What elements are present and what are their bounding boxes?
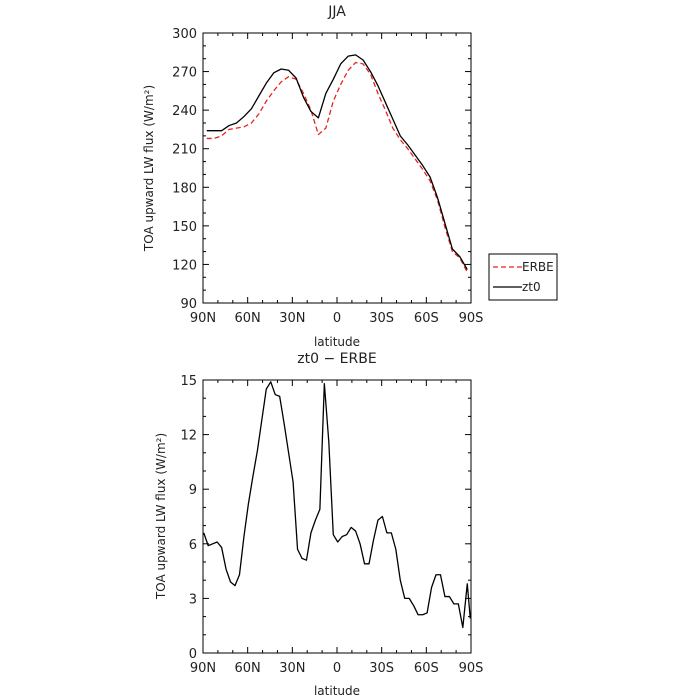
bottom-x-tick-label: 0 (333, 661, 341, 676)
bottom-panel: zt0 − ERBE 90N 60N 30N 0 30S 60S 90S 0 3 6 9 12 15 l… (154, 351, 483, 698)
top-x-tick-label: 30N (279, 311, 305, 326)
bottom-x-axis-label: latitude (314, 684, 360, 698)
legend-label-erbe: ERBE (522, 260, 554, 274)
top-plot-frame (202, 32, 472, 304)
top-y-tick-label: 300 (172, 27, 197, 42)
bottom-y-tick-label: 6 (189, 538, 197, 553)
bottom-axis-ticks: 90N 60N 30N 0 30S 60S 90S 0 3 6 9 12 15 (180, 374, 483, 676)
bottom-y-tick-label: 15 (180, 374, 197, 389)
top-title: JJA (327, 4, 346, 20)
bottom-y-tick-label: 12 (180, 429, 197, 444)
top-series-line-zt0 (206, 54, 468, 270)
top-panel: JJA 90N 60N 30N 0 30S 60S 90S 90 120 150 180 210 240… (142, 4, 558, 349)
top-y-tick-label: 210 (172, 143, 197, 158)
bottom-x-tick-label: 30N (279, 661, 305, 676)
top-y-tick-label: 150 (172, 220, 197, 235)
top-x-tick-label: 90S (459, 311, 484, 326)
bottom-plot-frame (202, 379, 472, 654)
bottom-x-tick-label: 60S (414, 661, 439, 676)
top-x-tick-label: 0 (333, 311, 341, 326)
legend-label-zt0: zt0 (522, 280, 541, 294)
bottom-title: zt0 − ERBE (297, 351, 376, 367)
top-series-lines (206, 54, 468, 273)
bottom-y-tick-label: 0 (189, 647, 197, 662)
bottom-x-tick-label: 90N (190, 661, 216, 676)
bottom-x-tick-label: 60N (235, 661, 261, 676)
bottom-series-line-diff (203, 381, 471, 629)
bottom-y-axis-label: TOA upward LW flux (W/m²) (154, 433, 168, 600)
bottom-series-lines (203, 381, 471, 629)
top-axis-ticks: 90N 60N 30N 0 30S 60S 90S 90 120 150 180 210 240 270 3… (172, 27, 483, 326)
legend-box (488, 253, 558, 301)
top-x-tick-label: 60S (414, 311, 439, 326)
top-y-tick-label: 270 (172, 66, 197, 81)
top-x-tick-label: 60N (235, 311, 261, 326)
bottom-x-tick-label: 30S (369, 661, 394, 676)
top-y-tick-label: 90 (180, 297, 197, 312)
bottom-x-tick-label: 90S (459, 661, 484, 676)
bottom-y-tick-label: 3 (189, 592, 197, 607)
top-series-line-erbe (206, 61, 468, 273)
top-x-axis-label: latitude (314, 335, 360, 349)
bottom-y-tick-label: 9 (189, 483, 197, 498)
top-y-tick-label: 120 (172, 258, 197, 273)
top-y-axis-label: TOA upward LW flux (W/m²) (142, 85, 156, 252)
top-legend: ERBE zt0 (488, 253, 558, 301)
top-y-tick-label: 240 (172, 104, 197, 119)
top-x-tick-label: 30S (369, 311, 394, 326)
top-y-tick-label: 180 (172, 181, 197, 196)
top-x-tick-label: 90N (190, 311, 216, 326)
